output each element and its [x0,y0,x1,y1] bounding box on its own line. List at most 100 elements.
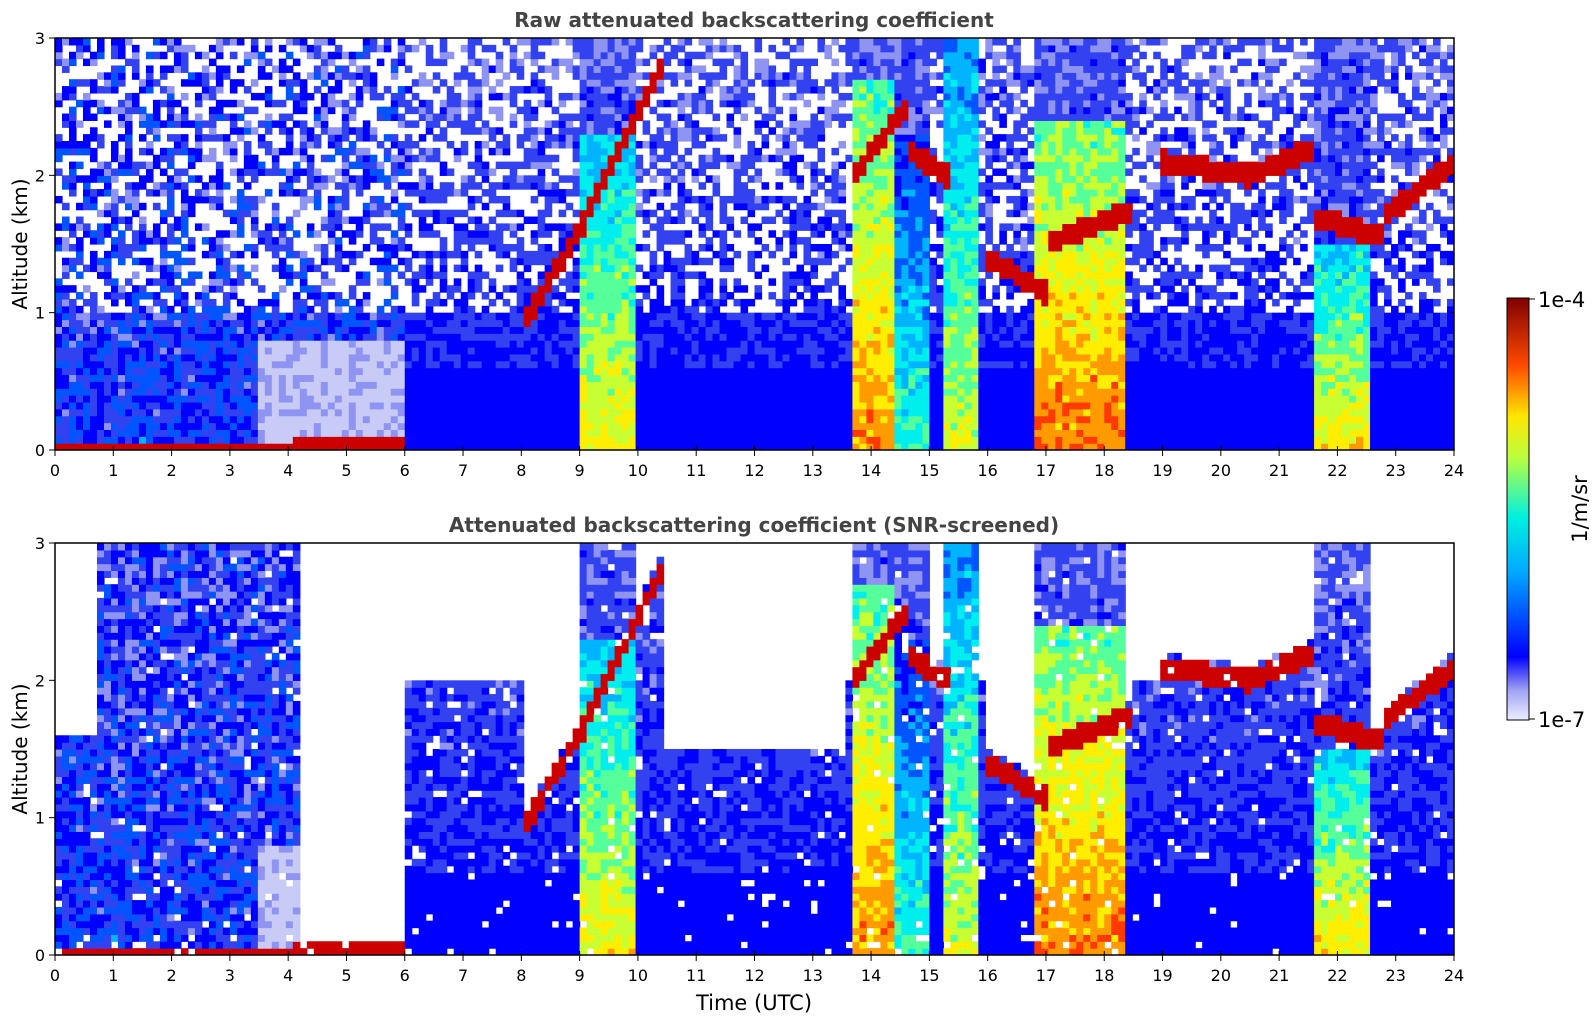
heatmap-cell [705,353,714,362]
heatmap-cell [425,401,434,410]
heatmap-cell [649,353,658,362]
heatmap-cell [278,395,287,403]
heatmap-cell [698,360,707,369]
heatmap-cell [677,429,686,437]
heatmap-cell [145,347,154,355]
heatmap-cell [845,244,854,252]
heatmap-cell [733,367,742,376]
heatmap-cell [817,223,826,231]
heatmap-cell [425,195,434,204]
heatmap-cell [103,209,112,218]
heatmap-cell [768,312,777,321]
heatmap-cell [145,51,154,60]
heatmap-cell [796,443,805,450]
heatmap-cell [705,44,714,53]
heatmap-cell [229,285,238,293]
heatmap-cell [208,374,217,382]
heatmap-cell [831,230,840,238]
heatmap-cell [166,223,175,231]
heatmap-cell [271,408,280,417]
heatmap-cell [82,285,91,293]
heatmap-cell [782,216,791,224]
heatmap-cell [565,113,574,121]
heatmap-cell [411,106,420,115]
heatmap-cell [418,250,427,259]
heatmap-cell [460,388,469,396]
heatmap-cell [313,360,322,369]
heatmap-cell [656,443,665,450]
heatmap-cell [481,168,490,176]
heatmap-cell [726,312,735,321]
heatmap-cell [705,86,714,94]
heatmap-cell [488,312,497,321]
heatmap-cell [145,189,154,197]
heatmap-cell [719,44,728,53]
heatmap-cell [698,374,707,382]
heatmap-cell [719,72,728,80]
heatmap-cell [614,120,623,128]
heatmap-cell [677,367,686,376]
heatmap-cell [845,257,854,266]
heatmap-cell [292,79,301,87]
heatmap-cell [754,237,763,245]
heatmap-cell [642,216,651,224]
heatmap-cell [222,360,231,369]
heatmap-cell [264,72,273,80]
heatmap-cell [250,353,259,362]
heatmap-cell [187,312,196,321]
heatmap-cell [712,113,721,121]
heatmap-cell [642,429,651,437]
heatmap-cell [691,326,700,334]
heatmap-cell [621,395,630,403]
heatmap-cell [411,443,420,450]
heatmap-cell [698,127,707,135]
heatmap-cell [285,51,294,60]
heatmap-cell [271,168,280,176]
heatmap-cell [705,319,714,327]
heatmap-cell [572,189,581,197]
heatmap-cell [418,436,427,444]
heatmap-cell [670,202,679,211]
heatmap-cell [397,86,406,94]
heatmap-cell [117,216,126,224]
heatmap-cell [145,161,154,170]
heatmap-cell [201,326,210,334]
heatmap-cell [362,154,371,163]
heatmap-cell [628,202,637,211]
heatmap-cell [586,141,595,149]
heatmap-cell [544,388,553,396]
heatmap-cell [628,86,637,94]
heatmap-cell [649,175,658,183]
heatmap-cell [558,374,567,382]
heatmap-cell [285,408,294,417]
heatmap-cell [341,264,350,273]
heatmap-cell [558,127,567,135]
heatmap-cell [481,305,490,314]
heatmap-cell [68,134,77,142]
heatmap-cell [824,429,833,437]
heatmap-cell [159,353,168,362]
heatmap-cell [131,202,140,211]
heatmap-cell [313,333,322,341]
heatmap-cell [768,415,777,424]
heatmap-cell [334,353,343,362]
heatmap-cell [292,347,301,355]
heatmap-cell [439,106,448,115]
heatmap-cell [789,436,798,444]
heatmap-cell [789,312,798,321]
heatmap-cell [236,175,245,183]
heatmap-cell [747,161,756,170]
heatmap-cell [537,443,546,450]
heatmap-cell [663,388,672,396]
heatmap-cell [523,429,532,437]
heatmap-cell [110,250,119,259]
heatmap-cell [103,292,112,300]
heatmap-cell [495,141,504,149]
heatmap-cell [712,415,721,424]
heatmap-cell [796,79,805,87]
heatmap-cell [222,443,231,450]
heatmap-cell [306,422,315,430]
heatmap-cell [299,278,308,286]
heatmap-cell [579,127,588,135]
heatmap-cell [593,401,602,410]
